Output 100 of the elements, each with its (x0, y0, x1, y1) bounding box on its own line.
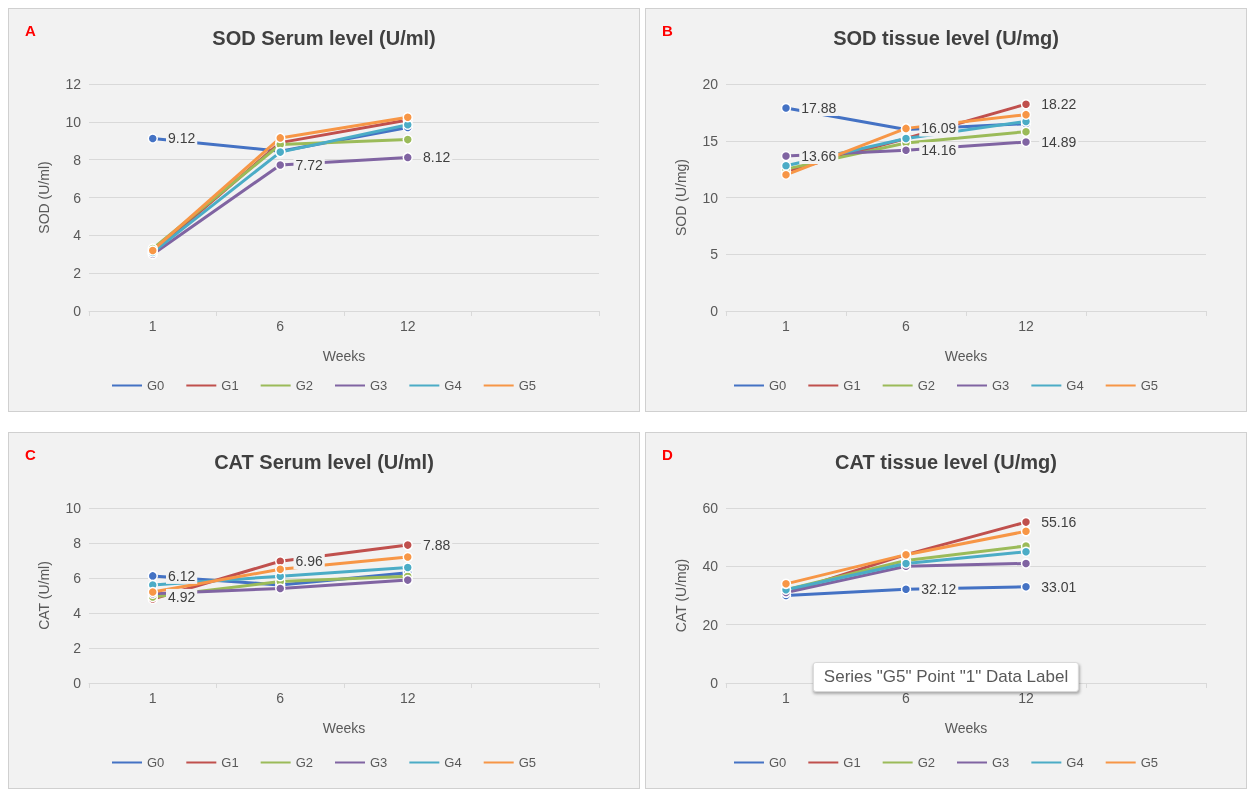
data-label: 14.89 (1041, 134, 1077, 150)
legend-label: G5 (518, 378, 537, 393)
legend-label: G1 (843, 378, 861, 393)
point (1020, 109, 1032, 120)
y-tick-label: 6 (73, 570, 82, 586)
legend-label: G0 (768, 755, 787, 770)
y-tick-label: 0 (710, 675, 719, 691)
y-axis-title: CAT (U/mg) (673, 558, 689, 633)
y-axis-title: CAT (U/ml) (36, 561, 52, 630)
chart-title: SOD tissue level (U/mg) (833, 27, 1059, 49)
y-tick-label: 15 (702, 132, 719, 149)
y-tick-label: 60 (702, 500, 719, 516)
y-tick-label: 10 (65, 113, 82, 130)
point (1020, 136, 1032, 148)
point (402, 574, 413, 586)
x-tick-label: 1 (148, 690, 157, 706)
x-tick-label: 12 (399, 318, 416, 334)
y-tick-label: 6 (73, 189, 82, 206)
point (1020, 558, 1032, 569)
point (1020, 98, 1032, 110)
y-tick-label: 8 (73, 535, 82, 551)
chart-title: CAT Serum level (U/ml) (214, 451, 434, 473)
legend-label: G3 (370, 755, 388, 770)
x-axis-title: Weeks (322, 348, 366, 364)
point (275, 159, 286, 171)
data-label: 13.66 (801, 147, 837, 164)
y-tick-label: 5 (710, 246, 719, 263)
point (1020, 126, 1032, 137)
y-tick-label: 0 (710, 303, 719, 319)
point (780, 169, 792, 181)
data-label: 14.16 (921, 142, 957, 159)
y-tick-label: 20 (702, 76, 719, 92)
y-tick-label: 12 (65, 76, 82, 92)
legend-label: G1 (221, 378, 239, 393)
data-label: 17.88 (801, 100, 837, 117)
point (900, 584, 912, 595)
x-tick-label: 12 (1018, 690, 1034, 706)
legend-label: G2 (917, 755, 935, 770)
legend-label: G0 (768, 378, 787, 393)
point (1020, 526, 1032, 537)
legend-label: G4 (1066, 755, 1084, 770)
legend-label: G1 (221, 755, 239, 770)
point (275, 132, 286, 144)
data-label: 6.12 (168, 567, 196, 584)
y-tick-label: 8 (73, 151, 82, 168)
legend-label: G2 (295, 755, 313, 770)
legend-label: G3 (992, 755, 1010, 770)
data-label: 33.01 (1041, 578, 1077, 595)
y-tick-label: 10 (702, 189, 719, 206)
legend-label: G4 (444, 378, 462, 393)
text: B (662, 22, 673, 39)
point (780, 150, 792, 162)
y-axis-title: SOD (U/mg) (673, 159, 689, 236)
data-label: 32.12 (921, 581, 957, 598)
x-tick-label: 12 (399, 690, 416, 706)
y-tick-label: 10 (65, 500, 82, 516)
legend-label: G5 (1140, 378, 1159, 393)
point (780, 160, 792, 171)
point (402, 551, 413, 563)
annotation: Series "G5" Point "1" Data Label (823, 667, 1069, 686)
data-label: 6.96 (295, 553, 323, 570)
chart-title: CAT tissue level (U/mg) (835, 451, 1057, 473)
y-tick-label: 40 (702, 558, 719, 575)
legend-label: G1 (843, 755, 861, 770)
y-tick-label: 2 (73, 265, 82, 282)
data-label: 16.09 (921, 120, 957, 137)
y-tick-label: 0 (73, 675, 82, 691)
data-label: 9.12 (168, 130, 196, 147)
point (402, 539, 413, 551)
data-label: 8.12 (423, 149, 451, 166)
legend-label: G5 (1140, 755, 1159, 770)
point (147, 133, 158, 144)
point (1020, 546, 1032, 557)
x-axis-title: Weeks (944, 720, 988, 736)
legend-label: G4 (444, 755, 462, 770)
x-axis-title: Weeks (322, 720, 366, 736)
x-tick-label: 12 (1018, 318, 1034, 334)
legend-label: G3 (370, 378, 388, 393)
text: D (662, 446, 673, 463)
legend-label: G0 (146, 755, 165, 770)
point (780, 578, 792, 590)
x-axis-title: Weeks (944, 348, 988, 364)
point (1020, 581, 1032, 592)
text: C (25, 446, 36, 463)
legend-label: G5 (518, 755, 537, 770)
text: A (25, 22, 36, 39)
legend-label: G4 (1066, 378, 1084, 393)
y-tick-label: 4 (73, 227, 82, 244)
point (1020, 516, 1032, 528)
y-tick-label: 0 (73, 303, 82, 319)
x-tick-label: 1 (148, 318, 157, 334)
legend-label: G2 (295, 378, 313, 393)
legend-label: G2 (917, 378, 935, 393)
y-axis-title: SOD (U/ml) (36, 161, 52, 234)
y-tick-label: 2 (73, 640, 82, 656)
x-tick-label: 6 (276, 318, 285, 334)
data-label: 7.88 (423, 537, 451, 554)
x-tick-label: 6 (276, 690, 285, 706)
chart-title: SOD Serum level (U/ml) (212, 27, 436, 49)
data-label: 55.16 (1041, 514, 1077, 531)
